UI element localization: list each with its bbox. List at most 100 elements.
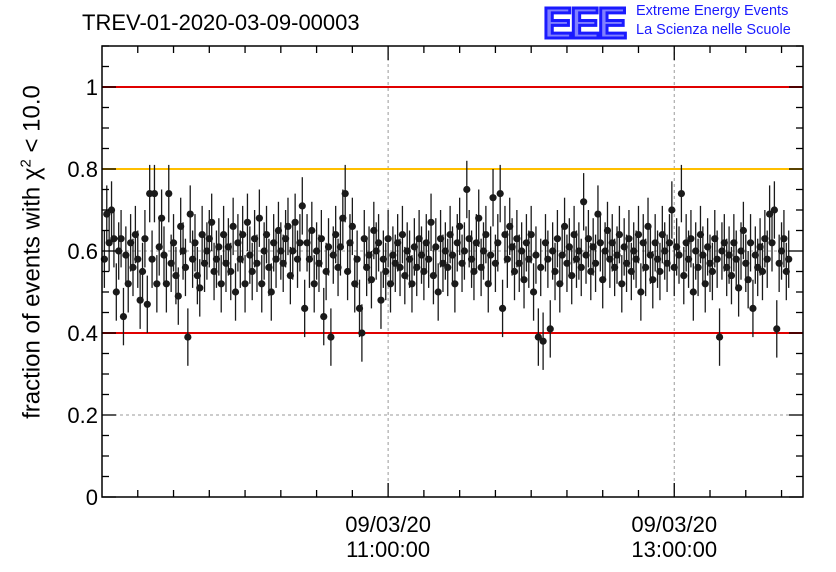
data-point [527,231,535,239]
data-point [496,190,504,198]
data-point [434,288,442,296]
data-point [489,194,497,202]
data-point [532,251,540,259]
data-point [785,255,793,263]
data-point [482,231,490,239]
data-point [701,280,709,288]
data-point [215,243,223,251]
data-point [618,280,626,288]
data-point [649,276,657,284]
x-tick-time-label: 13:00:00 [631,537,717,562]
data-point [770,206,778,214]
eee-logo: EEE EEE [543,2,629,42]
y-axis-label-tail: < 10.0 [18,85,46,160]
data-point [727,272,736,280]
data-points [100,160,793,370]
data-point [763,255,771,263]
data-point [117,235,125,243]
data-point [463,185,471,194]
run-title: TREV-01-2020-03-09-00003 [82,10,360,35]
data-point [258,280,266,288]
data-point [141,235,149,243]
logo-line1: Extreme Energy Events [636,3,789,19]
data-point [539,337,547,345]
data-point [229,222,237,230]
data-point [551,267,559,276]
data-point [262,231,271,239]
data-point [165,190,173,198]
data-point [186,210,194,218]
data-point [124,280,132,288]
data-point [744,276,752,284]
data-point [444,263,452,271]
data-point [308,226,316,235]
data-point [348,222,356,230]
data-point [544,255,552,263]
data-point [158,214,166,222]
data-point [427,218,435,226]
data-point [162,280,170,288]
data-point [675,251,683,259]
data-point [129,263,137,271]
data-point [310,280,318,288]
x-tick-date-label: 09/03/20 [631,512,717,537]
data-point [656,267,664,276]
data-point [713,255,721,263]
data-point [668,206,676,214]
tick-labels: 00.20.40.60.8109/03/2011:00:0009/03/2013… [67,75,717,562]
data-point [625,235,633,243]
data-point [708,267,716,276]
data-point [503,255,511,263]
y-axis-label-text: fraction of events with χ [18,167,46,419]
data-point [153,280,161,288]
data-point [138,267,147,276]
data-point [217,280,225,288]
logo-line2: La Scienza nelle Scuole [636,22,791,38]
data-point [665,239,674,247]
data-point [284,222,292,230]
data-point [568,272,576,280]
data-point [143,300,151,308]
data-point [520,276,528,284]
data-point [553,235,562,243]
y-tick-label: 1 [86,75,98,100]
data-point [208,218,216,226]
data-point [181,263,190,271]
data-point [324,243,333,251]
data-point [680,272,688,280]
data-point [577,263,585,271]
x-tick-date-label: 09/03/20 [345,512,431,537]
y-axis-label: fraction of events with χ2 < 10.0 [18,85,47,419]
data-point [134,255,142,263]
data-point [320,313,328,321]
data-point [301,304,309,312]
data-point [110,235,118,243]
y-tick-label: 0.8 [67,157,98,182]
data-point [773,325,781,333]
data-point [615,231,624,239]
data-point [560,222,569,230]
data-point [148,255,156,263]
data-point [296,239,304,247]
data-point [196,284,204,292]
data-point [451,280,459,288]
data-point [105,239,113,247]
data-point [253,259,261,267]
reference-lines [102,86,803,334]
data-point [239,231,247,239]
data-point [332,231,340,239]
data-point [475,214,483,222]
data-point [408,280,416,288]
data-point [248,267,256,276]
data-point [494,239,502,247]
data-point [396,263,404,271]
data-point [298,202,306,210]
logo-letters-fill: EEE [543,2,626,42]
data-point [596,239,604,247]
data-point [739,226,747,235]
data-point [768,239,776,247]
data-point [637,288,645,296]
data-point [174,292,182,300]
data-point [687,235,695,243]
